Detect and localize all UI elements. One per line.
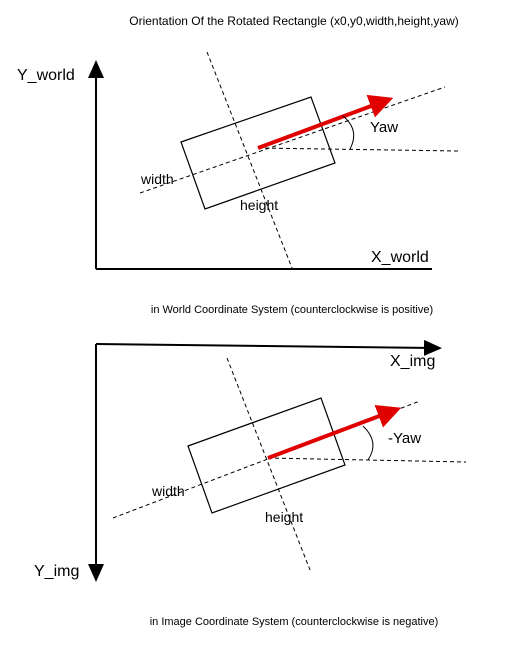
- world-yaw-label: Yaw: [370, 119, 398, 136]
- world-panel: Y_world X_world Yaw width height in Worl…: [17, 51, 459, 316]
- world-horizontal-reference: [257, 147, 459, 152]
- image-yaw-arc: [362, 425, 374, 461]
- image-panel: X_img Y_img -Yaw width height in Image C…: [34, 339, 467, 628]
- world-x-axis-label: X_world: [371, 249, 429, 266]
- image-y-axis-label: Y_img: [34, 563, 79, 580]
- world-height-label: height: [240, 197, 278, 213]
- diagram-title: Orientation Of the Rotated Rectangle (x0…: [129, 14, 459, 28]
- image-width-label: width: [151, 483, 185, 499]
- image-height-label: height: [265, 509, 303, 525]
- image-x-axis-label: X_img: [390, 353, 435, 370]
- image-yaw-arrow: [267, 405, 402, 460]
- image-x-axis: [95, 339, 442, 356]
- world-rotated-rectangle: [180, 96, 336, 210]
- world-caption: in World Coordinate System (counterclock…: [151, 304, 433, 316]
- world-y-axis-label: Y_world: [17, 67, 75, 84]
- image-yaw-label: -Yaw: [388, 430, 421, 447]
- world-yaw-arc: [342, 115, 355, 150]
- image-rotated-rectangle: [187, 397, 346, 514]
- world-width-label: width: [140, 171, 174, 187]
- world-width-axis-line: [139, 86, 446, 194]
- image-caption: in Image Coordinate System (counterclock…: [150, 616, 439, 628]
- image-horizontal-reference: [267, 457, 467, 463]
- world-yaw-arrow: [257, 94, 394, 150]
- world-height-axis-line: [206, 51, 293, 269]
- image-height-axis-line: [226, 357, 311, 571]
